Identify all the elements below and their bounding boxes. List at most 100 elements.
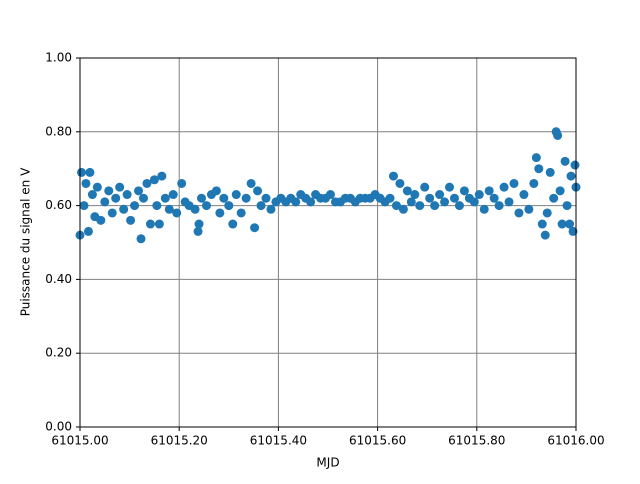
point — [100, 197, 110, 207]
point — [388, 171, 398, 181]
point — [193, 226, 203, 236]
point — [479, 204, 489, 214]
point — [435, 190, 445, 200]
point — [542, 208, 552, 218]
x-tick-label: 61016.00 — [547, 434, 604, 448]
point — [504, 197, 514, 207]
point — [87, 190, 97, 200]
point — [545, 167, 555, 177]
y-tick-label: 0.40 — [45, 272, 72, 286]
point — [445, 182, 455, 192]
point — [130, 201, 140, 211]
point — [107, 208, 117, 218]
point — [430, 201, 440, 211]
point — [406, 197, 416, 207]
point — [142, 178, 152, 188]
point — [565, 219, 575, 229]
point — [241, 193, 251, 203]
point — [134, 186, 144, 196]
point — [459, 186, 469, 196]
point — [157, 171, 167, 181]
point — [398, 204, 408, 214]
point — [562, 201, 572, 211]
point — [385, 193, 395, 203]
point — [449, 193, 459, 203]
point — [119, 204, 129, 214]
point — [111, 193, 121, 203]
point — [126, 215, 136, 225]
x-tick-label: 61015.80 — [448, 434, 505, 448]
point — [291, 197, 301, 207]
point — [138, 193, 148, 203]
point — [224, 201, 234, 211]
point — [177, 178, 187, 188]
point — [236, 208, 246, 218]
point — [489, 193, 499, 203]
point — [168, 190, 178, 200]
point — [560, 156, 570, 166]
x-tick-label: 61015.40 — [250, 434, 307, 448]
point — [425, 193, 435, 203]
y-tick-label: 0.60 — [45, 198, 72, 212]
point — [160, 193, 170, 203]
point — [454, 201, 464, 211]
x-axis-label: MJD — [316, 456, 339, 470]
point — [145, 219, 155, 229]
point — [231, 190, 241, 200]
point — [122, 190, 132, 200]
point — [85, 167, 95, 177]
plot-frame — [79, 57, 577, 428]
point — [420, 182, 430, 192]
point — [201, 201, 211, 211]
point — [197, 193, 207, 203]
point — [557, 219, 567, 229]
point — [215, 208, 225, 218]
point — [469, 197, 479, 207]
point — [211, 186, 221, 196]
point — [136, 234, 146, 244]
point — [325, 190, 335, 200]
y-axis-label: Puissance du signal en V — [19, 167, 33, 316]
point — [534, 164, 544, 174]
point — [484, 186, 494, 196]
point — [306, 197, 316, 207]
point — [570, 160, 580, 170]
point — [261, 193, 271, 203]
point — [228, 219, 238, 229]
point — [256, 201, 266, 211]
point — [514, 208, 524, 218]
point — [250, 223, 260, 233]
y-tick-label: 0.20 — [45, 346, 72, 360]
point — [395, 178, 405, 188]
point — [566, 171, 576, 181]
point — [509, 178, 519, 188]
point — [194, 219, 204, 229]
point — [81, 178, 91, 188]
point — [529, 178, 539, 188]
point — [253, 186, 263, 196]
point — [519, 190, 529, 200]
point — [115, 182, 125, 192]
point — [553, 130, 563, 140]
point — [494, 201, 504, 211]
point — [83, 226, 93, 236]
point — [549, 193, 559, 203]
point — [164, 204, 174, 214]
point — [154, 219, 164, 229]
y-tick-label: 0.80 — [45, 124, 72, 138]
point — [149, 175, 159, 185]
point — [531, 153, 541, 163]
point — [79, 201, 89, 211]
point — [76, 167, 86, 177]
point — [266, 204, 276, 214]
point — [172, 208, 182, 218]
point — [92, 182, 102, 192]
point — [152, 201, 162, 211]
point — [391, 201, 401, 211]
point — [190, 204, 200, 214]
y-tick-label: 1.00 — [45, 51, 72, 65]
point — [499, 182, 509, 192]
x-tick-label: 61015.00 — [51, 434, 108, 448]
y-tick-label: 0.00 — [45, 420, 72, 434]
